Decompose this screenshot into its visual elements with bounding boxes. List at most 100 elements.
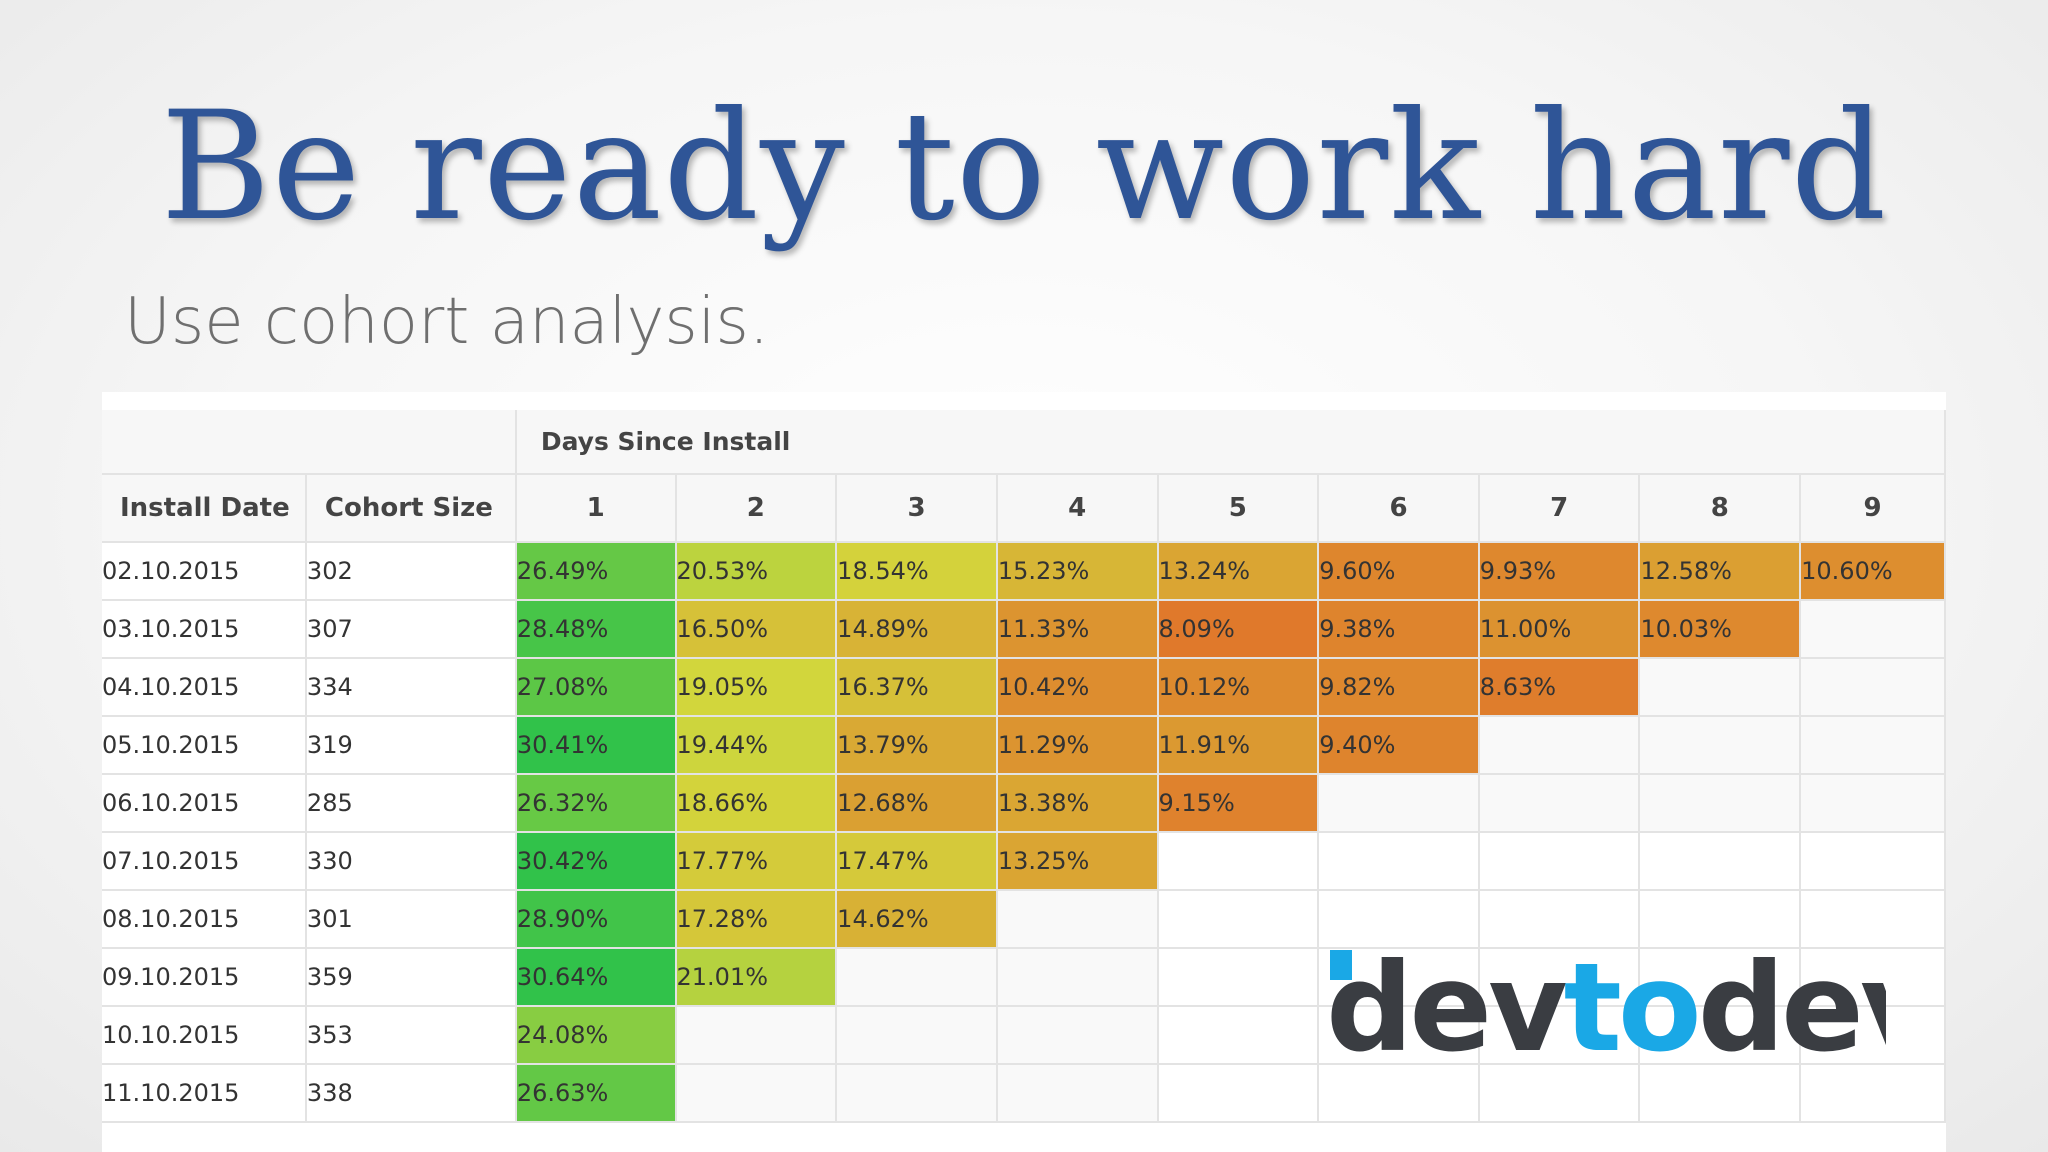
retention-cell: 11.00% (1478, 600, 1641, 659)
retention-cell: 8.09% (1157, 600, 1320, 659)
cohort-size-cell: 302 (305, 542, 517, 601)
cohort-size-cell: 353 (305, 1006, 517, 1065)
empty-cell (1639, 1064, 1802, 1123)
retention-cell: 10.60% (1800, 542, 1946, 601)
cohort-table-body: 02.10.2015 302 26.49% 20.53% 18.54% 15.23% 13.… (102, 542, 1946, 1123)
retention-cell: 11.29% (996, 716, 1159, 775)
empty-cell (1318, 832, 1480, 891)
table-row: 11.10.2015 338 26.63% (102, 1064, 1946, 1123)
empty-cell (1157, 832, 1320, 891)
retention-cell: 15.23% (996, 542, 1159, 601)
empty-cell (1157, 948, 1320, 1007)
retention-cell: 30.64% (515, 948, 677, 1007)
table-row: 07.10.2015 330 30.42% 17.77% 17.47% 13.25% (102, 832, 1946, 891)
retention-cell: 11.33% (996, 600, 1159, 659)
empty-cell (1318, 890, 1480, 949)
retention-cell: 9.93% (1478, 542, 1641, 601)
empty-cell (1318, 1064, 1480, 1123)
install-date-cell: 03.10.2015 (102, 600, 307, 659)
table-row: 09.10.2015 359 30.64% 21.01% (102, 948, 1946, 1007)
table-row: 03.10.2015 307 28.48% 16.50% 14.89% 11.33% 8.0… (102, 600, 1946, 659)
retention-cell: 26.32% (515, 774, 677, 833)
empty-cell (1639, 890, 1802, 949)
retention-cell: 24.08% (515, 1006, 677, 1065)
cohort-size-cell: 330 (305, 832, 517, 891)
retention-cell: 26.49% (515, 542, 677, 601)
retention-cell: 10.12% (1157, 658, 1320, 717)
cohort-size-cell: 319 (305, 716, 517, 775)
empty-cell (1318, 774, 1480, 833)
cohort-size-cell: 301 (305, 890, 517, 949)
retention-cell: 11.91% (1157, 716, 1320, 775)
devtodev-logo: devtodev (1326, 944, 1886, 1064)
empty-cell (1639, 658, 1802, 717)
logo-text-to: to (1564, 944, 1698, 1064)
logo-text-dev-2: dev (1698, 944, 1886, 1064)
empty-cell (996, 890, 1159, 949)
retention-cell: 30.41% (515, 716, 677, 775)
install-date-cell: 02.10.2015 (102, 542, 307, 601)
logo-text-dev-1: dev (1326, 944, 1566, 1064)
empty-cell (1157, 890, 1320, 949)
slide-title: Be ready to work hard (160, 80, 1888, 254)
cohort-size-header: Cohort Size (305, 474, 517, 543)
table-row: 10.10.2015 353 24.08% (102, 1006, 1946, 1065)
slide-subtitle: Use cohort analysis. (124, 285, 770, 359)
logo-wordmark: devtodev (1326, 944, 1886, 1064)
install-date-cell: 05.10.2015 (102, 716, 307, 775)
retention-cell: 20.53% (675, 542, 838, 601)
day-header: 6 (1318, 474, 1480, 543)
retention-cell: 9.82% (1318, 658, 1480, 717)
empty-cell (1639, 774, 1802, 833)
table-row: 08.10.2015 301 28.90% 17.28% 14.62% (102, 890, 1946, 949)
empty-cell (1478, 890, 1641, 949)
retention-cell: 17.28% (675, 890, 838, 949)
retention-cell: 28.48% (515, 600, 677, 659)
empty-cell (1800, 1064, 1946, 1123)
table-row: 05.10.2015 319 30.41% 19.44% 13.79% 11.29% 11.… (102, 716, 1946, 775)
retention-cell: 9.38% (1318, 600, 1480, 659)
empty-cell (675, 1064, 838, 1123)
retention-cell: 18.54% (836, 542, 998, 601)
empty-cell (1157, 1064, 1320, 1123)
empty-cell (1639, 948, 1802, 1007)
table-row: 02.10.2015 302 26.49% 20.53% 18.54% 15.23% 13.… (102, 542, 1946, 601)
retention-cell: 21.01% (675, 948, 838, 1007)
empty-cell (1800, 658, 1946, 717)
retention-cell: 17.77% (675, 832, 838, 891)
empty-cell (1639, 1006, 1802, 1065)
retention-cell: 12.58% (1639, 542, 1802, 601)
retention-cell: 9.15% (1157, 774, 1320, 833)
retention-cell: 18.66% (675, 774, 838, 833)
empty-cell (836, 948, 998, 1007)
cohort-size-cell: 285 (305, 774, 517, 833)
retention-cell: 14.62% (836, 890, 998, 949)
install-date-cell: 04.10.2015 (102, 658, 307, 717)
day-header: 1 (515, 474, 677, 543)
install-date-header: Install Date (102, 474, 307, 543)
retention-cell: 8.63% (1478, 658, 1641, 717)
empty-cell (1157, 1006, 1320, 1065)
install-date-cell: 06.10.2015 (102, 774, 307, 833)
retention-cell: 30.42% (515, 832, 677, 891)
cohort-size-cell: 359 (305, 948, 517, 1007)
empty-cell (1800, 832, 1946, 891)
empty-cell (836, 1006, 998, 1065)
empty-cell (1478, 774, 1641, 833)
retention-cell: 10.42% (996, 658, 1159, 717)
empty-cell (1639, 832, 1802, 891)
empty-cell (1800, 774, 1946, 833)
cohort-size-cell: 334 (305, 658, 517, 717)
empty-cell (1318, 1006, 1480, 1065)
empty-cell (996, 1064, 1159, 1123)
table-super-header: Days Since Install (102, 410, 1946, 475)
retention-cell: 19.05% (675, 658, 838, 717)
install-date-cell: 10.10.2015 (102, 1006, 307, 1065)
empty-cell (836, 1064, 998, 1123)
cohort-table-panel: Days Since Install Install Date Cohort S… (102, 392, 1946, 1152)
retention-cell: 13.38% (996, 774, 1159, 833)
empty-cell (996, 1006, 1159, 1065)
retention-cell: 13.24% (1157, 542, 1320, 601)
logo-accent-mark (1330, 950, 1352, 980)
